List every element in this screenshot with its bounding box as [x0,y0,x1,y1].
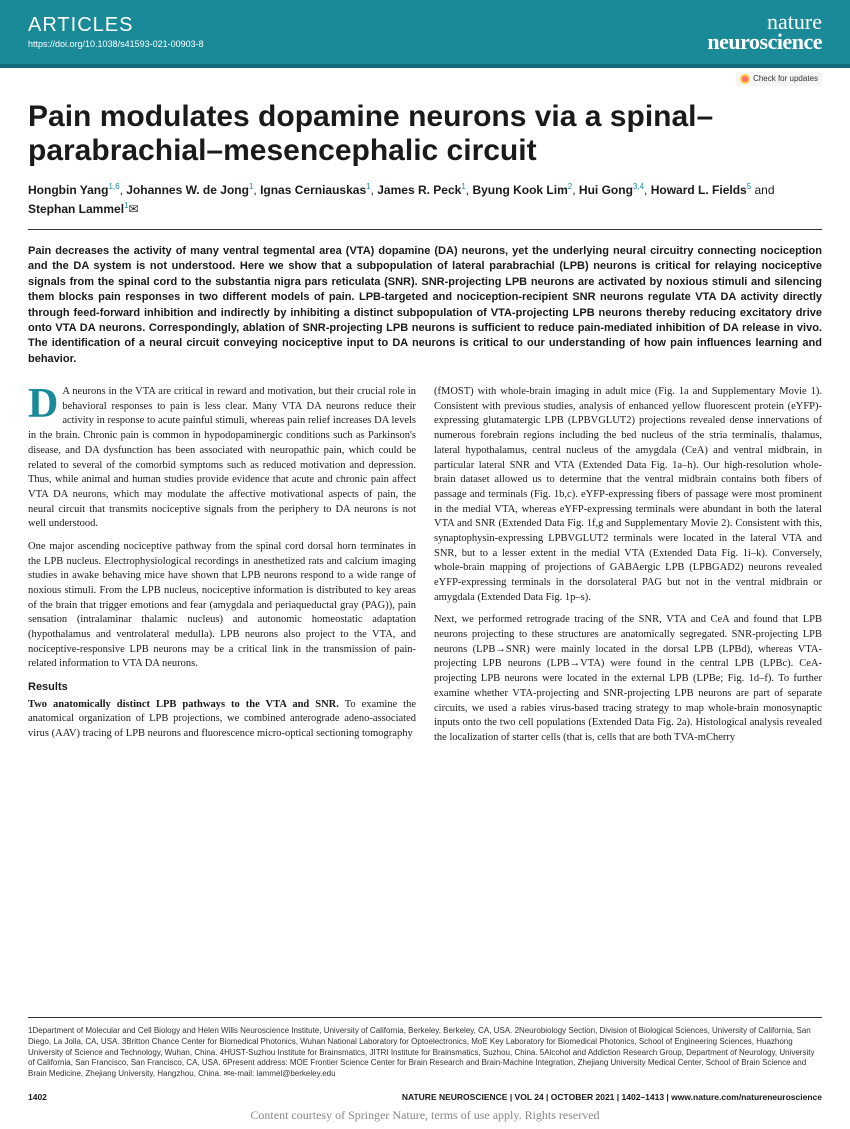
body-paragraph: (fMOST) with whole-brain imaging in adul… [434,385,822,605]
journal-header: ARTICLES https://doi.org/10.1038/s41593-… [0,0,850,68]
journal-brand: nature neuroscience [707,12,822,52]
check-updates-label: Check for updates [753,74,818,83]
footer: 1402 NATURE NEUROSCIENCE | VOL 24 | OCTO… [0,1086,850,1106]
body-paragraph: One major ascending nociceptive pathway … [28,540,416,672]
header-left: ARTICLES https://doi.org/10.1038/s41593-… [28,14,204,49]
dropcap: D [28,385,62,421]
page-root: ARTICLES https://doi.org/10.1038/s41593-… [0,0,850,1129]
updates-row: Check for updates [0,68,850,86]
body-paragraph: Next, we performed retrograde tracing of… [434,613,822,745]
journal-name-line2: neuroscience [707,32,822,52]
doi-link[interactable]: https://doi.org/10.1038/s41593-021-00903… [28,39,204,49]
column-right: (fMOST) with whole-brain imaging in adul… [434,385,822,1009]
body-text: A neurons in the VTA are critical in rew… [28,386,416,529]
footer-citation: NATURE NEUROSCIENCE | VOL 24 | OCTOBER 2… [402,1092,822,1102]
body-paragraph: D A neurons in the VTA are critical in r… [28,385,416,532]
abstract: Pain decreases the activity of many vent… [0,244,850,385]
body-paragraph: Two anatomically distinct LPB pathways t… [28,698,416,742]
check-updates-button[interactable]: Check for updates [736,72,822,86]
courtesy-notice: Content courtesy of Springer Nature, ter… [0,1106,850,1129]
check-updates-icon [740,74,750,84]
subsection-heading: Two anatomically distinct LPB pathways t… [28,699,339,710]
page-number: 1402 [28,1092,47,1102]
author-list: Hongbin Yang1,6, Johannes W. de Jong1, I… [28,181,822,230]
section-label: ARTICLES [28,14,204,37]
article-title: Pain modulates dopamine neurons via a sp… [0,86,850,181]
section-heading-results: Results [28,680,416,695]
column-left: D A neurons in the VTA are critical in r… [28,385,416,1009]
body-columns: D A neurons in the VTA are critical in r… [0,385,850,1009]
affiliations: 1Department of Molecular and Cell Biolog… [28,1017,822,1086]
